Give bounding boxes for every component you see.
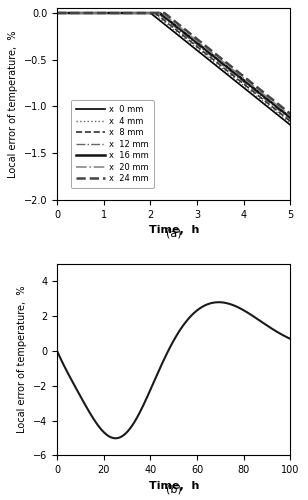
Text: (a): (a) [166, 228, 182, 238]
Legend: x  0 mm, x  4 mm, x  8 mm, x  12 mm, x  16 mm, x  20 mm, x  24 mm: x 0 mm, x 4 mm, x 8 mm, x 12 mm, x 16 mm… [71, 100, 154, 188]
Y-axis label: Local error of temperature,  %: Local error of temperature, % [18, 286, 27, 434]
Text: (b): (b) [166, 484, 182, 494]
X-axis label: Time,  h: Time, h [148, 480, 199, 490]
Y-axis label: Local error of temperature,  %: Local error of temperature, % [8, 30, 18, 178]
X-axis label: Time,  h: Time, h [148, 225, 199, 235]
